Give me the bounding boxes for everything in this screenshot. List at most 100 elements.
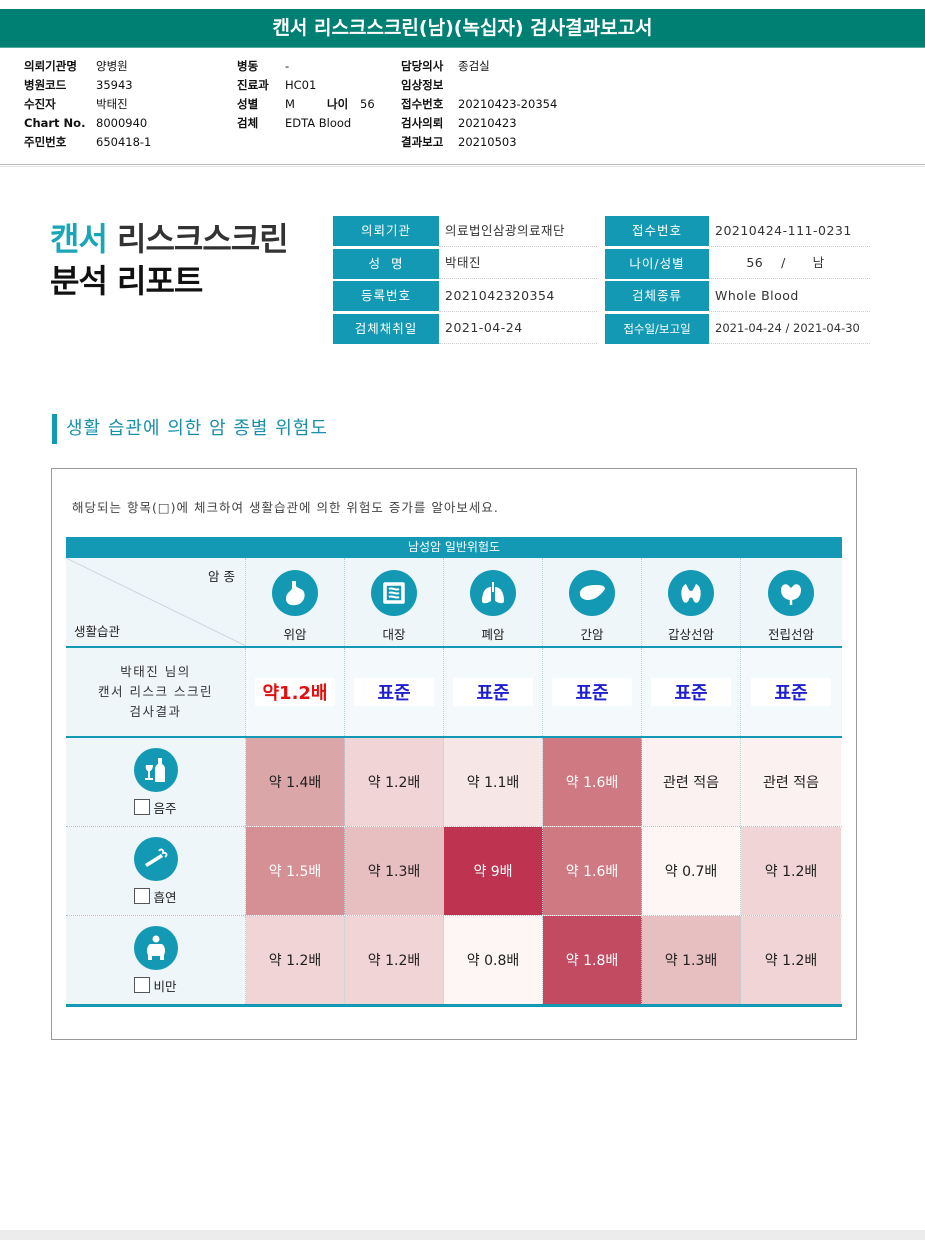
organ-label: 폐암 — [481, 627, 505, 642]
header-key: 검체 — [237, 115, 259, 130]
risk-cell: 약 1.3배 — [345, 827, 444, 915]
header-key: 성별 — [237, 96, 259, 111]
meta-value: Whole Blood — [709, 281, 870, 312]
grid-header: 남성암 일반위험도 — [66, 537, 842, 558]
risk-cell: 약 1.5배 — [246, 827, 345, 915]
organ-label: 간암 — [580, 627, 604, 642]
corner-diagonal — [66, 558, 246, 646]
risk-cell: 약 1.2배 — [246, 916, 345, 1004]
result-row: 박태진 님의 캔서 리스크 스크린 검사결과 약1.2배 표준 표준 표준 표준… — [66, 648, 842, 738]
organ-label: 위암 — [283, 627, 307, 642]
result-label-line: 검사결과 — [129, 704, 182, 719]
meta-table-left: 의뢰기관 의료법인삼광의료재단 성 명 박태진 등록번호 2021042320354 … — [333, 215, 597, 345]
risk-cell: 약 1.4배 — [246, 738, 345, 826]
header-key: 검사의뢰 — [401, 115, 444, 130]
habit-row-drinking: 음주 약 1.4배 약 1.2배 약 1.1배 약 1.6배 관련 적음 관련 … — [66, 738, 842, 827]
age-key: 나이 — [327, 96, 349, 111]
header-key: 담당의사 — [401, 58, 444, 73]
risk-cell: 약 0.7배 — [642, 827, 741, 915]
organ-cell-lung: 폐암 — [444, 558, 543, 646]
heading-line-2: 분석 리포트 — [50, 262, 203, 300]
meta-label: 성 명 — [333, 248, 439, 279]
smoking-checkbox[interactable] — [134, 888, 151, 904]
section-title: 생활 습관에 의한 암 종별 위험도 — [52, 414, 328, 444]
report-title: 캔서 리스크스크린(남)(녹십자) 검사결과보고서 — [0, 9, 925, 47]
header-key: 병동 — [237, 58, 259, 73]
report-heading: 캔서 리스크스크린 분석 리포트 — [50, 218, 289, 302]
panel-note: 해당되는 항목(□)에 체크하여 생활습관에 의한 위험도 증가를 알아보세요. — [72, 500, 499, 515]
header-value: 650418-1 — [96, 134, 152, 149]
result-cell: 표준 — [642, 648, 741, 736]
meta-table-right: 접수번호 20210424-111-0231 나이/성별 56 / 남 검체종류 W… — [605, 215, 870, 345]
header-col-1: 의뢰기관명 양병원 병원코드 35943 수진자 박태진 Chart No. 80009… — [24, 56, 151, 151]
result-cell: 표준 — [345, 648, 444, 736]
organ-label: 대장 — [382, 627, 406, 642]
meta-label: 접수번호 — [605, 216, 709, 247]
organ-cell-stomach: 위암 — [246, 558, 345, 646]
colon-icon — [371, 570, 417, 616]
risk-grid: 남성암 일반위험도 암 종 생활습관 위암 대장 폐암 간암 — [66, 537, 842, 1007]
habit-row-smoking: 흡연 약 1.5배 약 1.3배 약 9배 약 1.6배 약 0.7배 약 1.… — [66, 827, 842, 916]
header-value: 20210423-20354 — [458, 96, 558, 111]
organ-cell-prostate: 전립선암 — [741, 558, 841, 646]
risk-panel: 해당되는 항목(□)에 체크하여 생활습관에 의한 위험도 증가를 알아보세요.… — [51, 468, 857, 1040]
obesity-checkbox[interactable] — [134, 977, 151, 993]
risk-cell: 약 1.8배 — [543, 916, 642, 1004]
habit-label: 음주 — [153, 800, 177, 816]
heading-teal-text: 캔서 — [50, 220, 108, 258]
divider — [0, 166, 925, 167]
meta-value: 2021-04-24 / 2021-04-30 — [709, 313, 870, 345]
habit-check-label[interactable]: 비만 — [134, 976, 177, 995]
header-value: 양병원 — [96, 58, 128, 73]
drinking-icon — [133, 747, 178, 792]
header-key: 접수번호 — [401, 96, 444, 111]
meta-label: 등록번호 — [333, 281, 439, 312]
risk-cell: 약 1.2배 — [345, 916, 444, 1004]
header-key: Chart No. — [24, 115, 86, 130]
habit-label-cell: 비만 — [66, 916, 246, 1004]
result-value: 약1.2배 — [255, 678, 335, 706]
thyroid-icon — [668, 570, 714, 616]
liver-icon — [569, 570, 615, 616]
result-value: 표준 — [552, 678, 632, 706]
risk-cell: 관련 적음 — [642, 738, 741, 826]
header-value: 8000940 — [96, 115, 148, 130]
risk-cell: 약 1.2배 — [741, 916, 841, 1004]
header-value: 20210503 — [458, 134, 517, 149]
risk-cell: 약 1.2배 — [741, 827, 841, 915]
meta-label: 의뢰기관 — [333, 216, 439, 247]
meta-label: 접수일/보고일 — [605, 313, 709, 344]
result-label-line: 캔서 리스크 스크린 — [98, 684, 213, 699]
risk-cell: 약 1.6배 — [543, 738, 642, 826]
corner-top-label: 암 종 — [208, 569, 235, 584]
meta-label: 검체종류 — [605, 281, 709, 312]
habit-label-cell: 흡연 — [66, 827, 246, 915]
drinking-checkbox[interactable] — [134, 799, 151, 815]
meta-label: 나이/성별 — [605, 248, 709, 279]
habit-label: 흡연 — [153, 889, 177, 905]
prostate-icon — [768, 570, 814, 616]
heading-gray-text: 리스크스크린 — [106, 220, 289, 258]
result-label-line: 박태진 님의 — [120, 664, 191, 679]
organ-cell-liver: 간암 — [543, 558, 642, 646]
header-col-2: 병동 - 진료과 HC01 성별 M 나이 56 검체 EDTA Blood — [237, 56, 375, 132]
risk-cell: 약 1.1배 — [444, 738, 543, 826]
risk-cell: 약 1.6배 — [543, 827, 642, 915]
meta-value: 의료법인삼광의료재단 — [439, 216, 597, 247]
result-value: 표준 — [651, 678, 731, 706]
habit-row-obesity: 비만 약 1.2배 약 1.2배 약 0.8배 약 1.8배 약 1.3배 약 … — [66, 916, 842, 1007]
header-key: 의뢰기관명 — [24, 58, 77, 73]
header-value: M — [285, 96, 295, 111]
header-key: 주민번호 — [24, 134, 67, 149]
organ-label: 전립선암 — [767, 627, 814, 642]
header-col-3: 담당의사 종검실 임상정보 접수번호 20210423-20354 검사의뢰 2021… — [401, 56, 557, 151]
header-value: 20210423 — [458, 115, 517, 130]
habit-check-label[interactable]: 음주 — [134, 798, 177, 817]
organ-label: 갑상선암 — [667, 627, 714, 642]
header-key: 병원코드 — [24, 77, 67, 92]
header-value: 종검실 — [458, 58, 490, 73]
corner-bottom-label: 생활습관 — [74, 624, 121, 639]
risk-cell: 관련 적음 — [741, 738, 841, 826]
habit-check-label[interactable]: 흡연 — [134, 887, 177, 906]
organ-cell-thyroid: 갑상선암 — [642, 558, 741, 646]
